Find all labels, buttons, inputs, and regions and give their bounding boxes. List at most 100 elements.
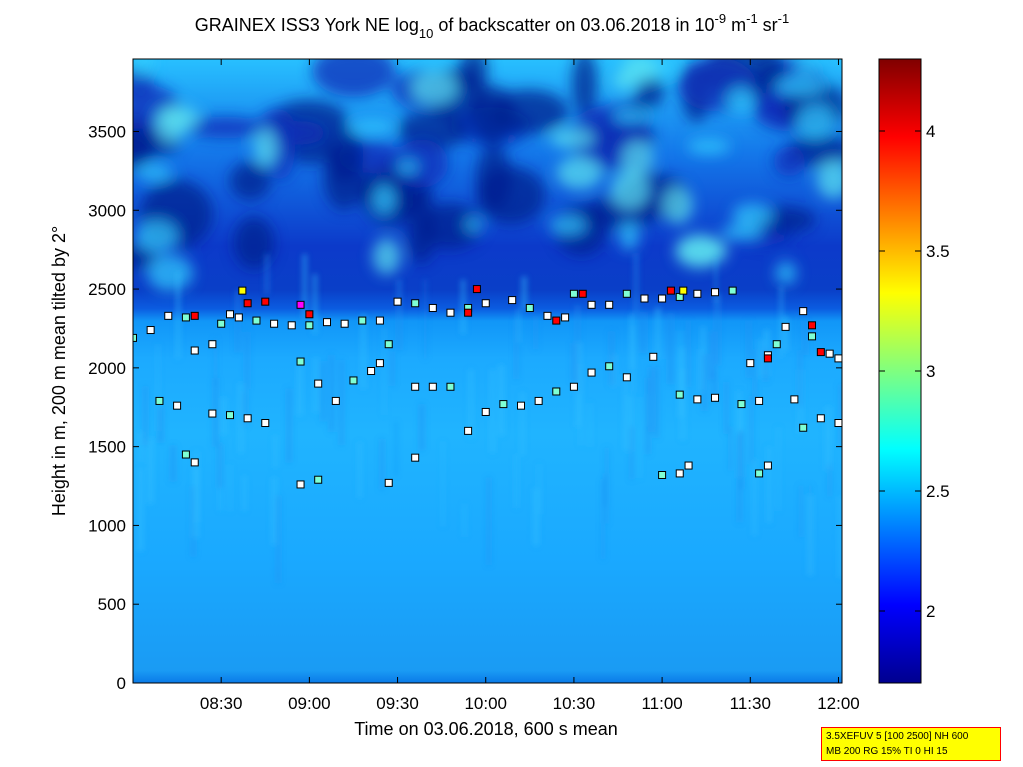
texture-streak xyxy=(486,477,491,566)
colorbar-tick-label: 2 xyxy=(926,602,935,621)
layer-marker xyxy=(508,296,517,305)
layer-marker xyxy=(181,450,190,459)
texture-bright-patch xyxy=(720,224,763,241)
layer-marker xyxy=(693,395,702,404)
layer-marker xyxy=(314,475,323,484)
y-tick-label: 3000 xyxy=(88,201,126,220)
texture-streak xyxy=(286,388,292,463)
texture-streak xyxy=(176,271,181,359)
layer-marker xyxy=(693,289,702,298)
layer-marker xyxy=(375,316,384,325)
texture-streak xyxy=(147,438,154,504)
layer-marker xyxy=(243,414,252,423)
texture-streak xyxy=(739,429,744,490)
texture-streak xyxy=(302,254,308,319)
layer-marker xyxy=(561,313,570,322)
texture-bright-patch xyxy=(662,186,693,224)
texture-streak xyxy=(214,338,217,386)
layer-marker xyxy=(605,300,614,309)
texture-streak xyxy=(699,349,702,394)
layer-marker xyxy=(640,294,649,303)
layer-marker xyxy=(384,340,393,349)
y-tick-label: 1000 xyxy=(88,516,126,535)
layer-marker xyxy=(622,289,631,298)
texture-streak xyxy=(320,361,326,422)
texture-streak xyxy=(156,344,159,432)
layer-marker xyxy=(243,299,252,308)
texture-streak xyxy=(686,320,690,388)
layer-marker xyxy=(658,294,667,303)
texture-bright-patch xyxy=(687,138,731,155)
texture-bright-patch xyxy=(775,261,797,285)
texture-bright-patch xyxy=(556,156,602,190)
texture-streak xyxy=(238,382,244,454)
layer-marker xyxy=(305,321,314,330)
layer-marker xyxy=(446,308,455,317)
layer-marker xyxy=(296,300,305,309)
x-tick-label: 12:00 xyxy=(817,694,860,713)
texture-streak xyxy=(724,381,729,434)
texture-bright-patch xyxy=(732,203,773,228)
texture-streak xyxy=(242,475,247,511)
layer-marker xyxy=(658,471,667,479)
texture-bright-patch xyxy=(549,215,587,235)
texture-bright-patch xyxy=(774,77,826,97)
layer-marker xyxy=(428,303,437,312)
texture-bright-patch xyxy=(621,140,654,177)
layer-marker xyxy=(173,401,182,410)
texture-streak xyxy=(601,479,605,560)
layer-marker xyxy=(296,357,305,366)
layer-marker xyxy=(746,359,755,368)
texture-streak xyxy=(424,279,427,359)
texture-streak xyxy=(623,374,627,451)
texture-streak xyxy=(490,369,495,454)
layer-marker xyxy=(728,286,737,295)
texture-streak xyxy=(711,369,717,402)
texture-streak xyxy=(358,442,362,499)
info-line-1: 3.5XEFUV 5 [100 2500] NH 600 xyxy=(826,731,969,742)
layer-marker xyxy=(340,319,349,328)
layer-marker xyxy=(305,310,314,319)
texture-streak xyxy=(192,468,199,538)
texture-streak xyxy=(441,441,445,527)
layer-marker xyxy=(446,382,455,391)
layer-marker xyxy=(711,393,720,402)
texture-dark-patch xyxy=(326,127,363,184)
texture-bright-patch xyxy=(619,220,640,251)
texture-streak xyxy=(297,363,303,416)
texture-streak xyxy=(312,274,318,334)
marker-series xyxy=(296,300,305,309)
layer-marker xyxy=(772,340,781,349)
x-tick-label: 11:00 xyxy=(641,694,682,713)
texture-streak xyxy=(779,286,783,358)
layer-marker xyxy=(393,297,402,306)
texture-streak xyxy=(758,339,762,378)
texture-streak xyxy=(383,327,386,416)
texture-bright-patch xyxy=(796,103,834,139)
texture-streak xyxy=(702,353,707,412)
layer-marker xyxy=(464,426,473,435)
layer-marker xyxy=(411,382,420,391)
texture-streak xyxy=(838,496,842,578)
layer-marker xyxy=(675,390,684,399)
texture-bright-patch xyxy=(464,218,483,232)
layer-marker xyxy=(578,289,587,298)
y-tick-label: 3500 xyxy=(88,122,126,141)
texture-streak xyxy=(708,331,715,380)
texture-streak xyxy=(244,331,250,390)
texture-streak xyxy=(419,404,425,451)
layer-marker xyxy=(834,419,842,427)
texture-streak xyxy=(839,384,842,445)
layer-marker xyxy=(314,379,323,388)
layer-marker xyxy=(367,367,376,375)
layer-marker xyxy=(666,286,675,295)
texture-streak xyxy=(633,253,639,318)
texture-bright-patch xyxy=(678,237,729,264)
marker-series xyxy=(190,285,825,363)
layer-marker xyxy=(816,348,825,357)
layer-marker xyxy=(349,376,358,385)
texture-dark-patch xyxy=(233,216,275,269)
texture-streak xyxy=(753,349,757,404)
texture-streak xyxy=(640,311,647,353)
layer-marker xyxy=(481,407,490,416)
